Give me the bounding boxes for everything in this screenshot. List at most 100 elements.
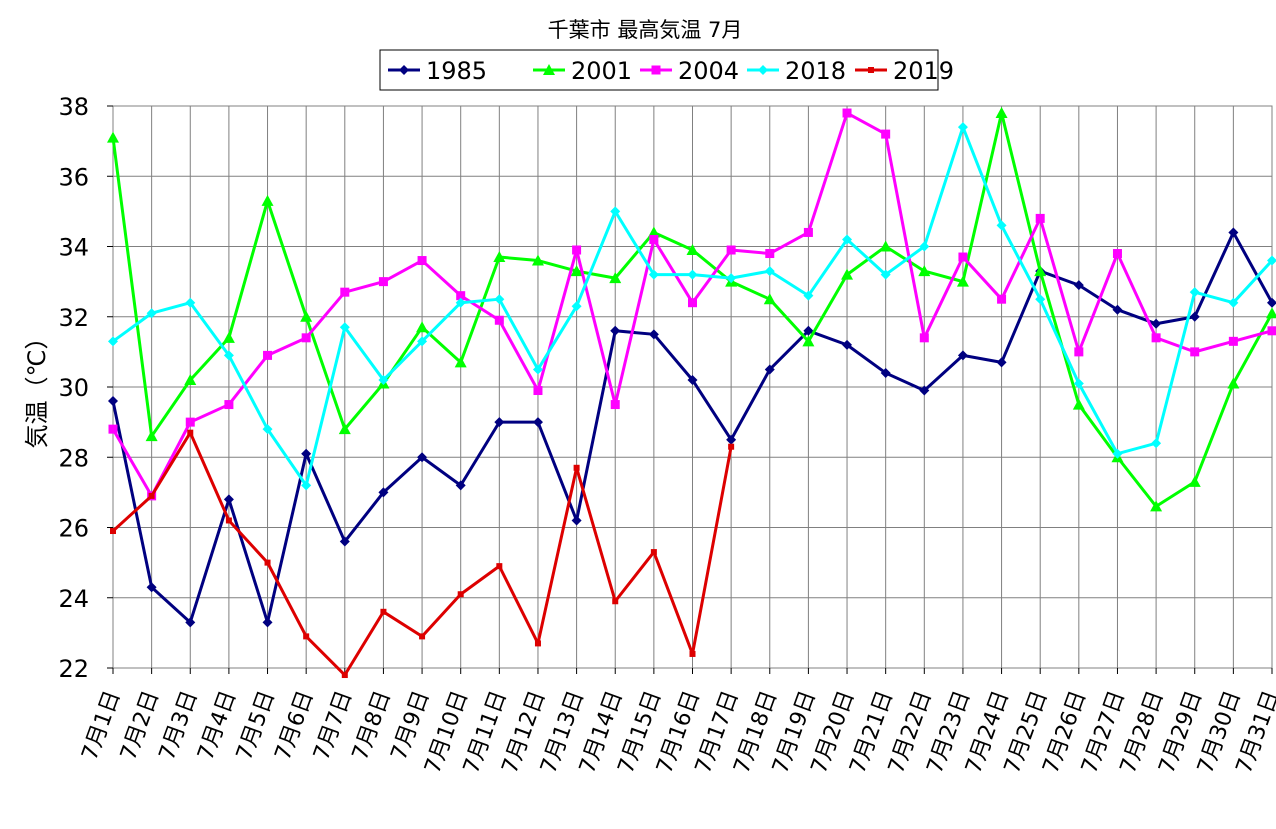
data-point-2019	[689, 650, 696, 657]
data-point-2001	[222, 331, 235, 343]
y-axis-ticks: 22 24 26 28 30 32 34 36 38	[58, 93, 113, 683]
data-point-2004	[649, 234, 659, 244]
y-tick-label: 34	[58, 234, 89, 262]
data-point-2018	[648, 269, 659, 280]
data-point-1985	[571, 515, 582, 526]
y-tick-label: 26	[58, 515, 89, 543]
legend-marker	[758, 65, 768, 75]
data-point-2018	[185, 297, 196, 308]
data-point-2019	[187, 429, 194, 436]
data-point-2004	[958, 252, 968, 262]
series-2004	[108, 108, 1276, 501]
data-point-2001	[1266, 307, 1276, 319]
y-tick-label: 38	[58, 93, 89, 121]
data-point-1985	[726, 434, 737, 445]
data-point-2019	[573, 464, 580, 471]
data-point-2004	[1035, 213, 1045, 223]
data-point-2018	[339, 322, 350, 333]
data-point-1985	[687, 374, 698, 385]
data-point-1985	[185, 617, 196, 628]
data-point-2018	[146, 308, 157, 319]
data-point-2001	[956, 275, 969, 287]
data-point-1985	[494, 417, 505, 428]
data-point-2018	[996, 220, 1007, 231]
y-axis-label: 気温（℃）	[23, 326, 51, 449]
legend-label: 2004	[678, 57, 739, 85]
data-point-1985	[223, 494, 234, 505]
data-point-1985	[957, 350, 968, 361]
data-point-2019	[264, 559, 271, 566]
data-point-2001	[995, 107, 1008, 119]
data-point-2004	[881, 129, 891, 139]
data-point-2019	[341, 672, 348, 679]
data-point-2004	[378, 277, 388, 287]
data-point-2004	[610, 400, 620, 410]
legend-item-2018: 2018	[747, 57, 846, 85]
data-point-2001	[647, 226, 660, 238]
data-point-1985	[262, 617, 273, 628]
data-point-2019	[419, 633, 426, 640]
data-point-2018	[1189, 287, 1200, 298]
data-point-2004	[765, 249, 775, 259]
legend-item-2019: 2019	[855, 57, 954, 85]
legend-marker	[399, 65, 409, 75]
data-point-2001	[261, 194, 274, 206]
data-point-2018	[726, 273, 737, 284]
data-point-1985	[1151, 318, 1162, 329]
data-point-1985	[455, 480, 466, 491]
data-point-2001	[570, 265, 583, 277]
data-point-2004	[108, 424, 118, 434]
data-point-2018	[1035, 294, 1046, 305]
y-tick-label: 32	[58, 304, 89, 332]
data-point-2004	[842, 108, 852, 118]
data-point-2001	[879, 240, 892, 252]
data-point-2004	[726, 245, 736, 255]
data-point-2018	[842, 234, 853, 245]
data-point-2019	[225, 517, 232, 524]
data-point-2019	[457, 591, 464, 598]
legend-item-1985: 1985	[388, 57, 487, 85]
y-tick-label: 28	[58, 444, 89, 472]
data-point-1985	[301, 448, 312, 459]
data-point-1985	[108, 396, 118, 407]
y-tick-label: 24	[58, 585, 89, 613]
y-tick-label: 22	[58, 655, 89, 683]
legend-label: 1985	[426, 57, 487, 85]
data-point-2018	[803, 290, 814, 301]
legend-item-2004: 2004	[640, 57, 739, 85]
data-point-2001	[493, 251, 506, 263]
data-point-2018	[1228, 297, 1239, 308]
data-point-2019	[380, 608, 387, 615]
data-point-2001	[454, 356, 467, 368]
data-point-1985	[1267, 297, 1276, 308]
data-point-2004	[456, 291, 466, 301]
data-point-2019	[496, 563, 503, 570]
data-point-2004	[224, 400, 234, 410]
data-point-1985	[417, 452, 428, 463]
data-point-1985	[1073, 280, 1084, 291]
data-point-2001	[918, 265, 931, 277]
data-point-2004	[340, 287, 350, 297]
data-point-2004	[263, 350, 273, 360]
data-point-1985	[146, 582, 157, 593]
data-point-2019	[612, 598, 619, 605]
data-point-2001	[300, 310, 313, 322]
data-point-2004	[533, 386, 543, 396]
data-point-2004	[919, 333, 929, 343]
data-point-2004	[803, 227, 813, 237]
data-point-1985	[532, 417, 543, 428]
data-point-2004	[494, 315, 504, 325]
data-point-2018	[919, 241, 930, 252]
series-2019	[110, 429, 735, 679]
data-point-2019	[728, 443, 735, 450]
legend-marker	[868, 67, 874, 73]
data-point-2019	[148, 492, 155, 499]
data-point-2001	[416, 321, 429, 333]
data-point-1985	[1228, 227, 1239, 238]
data-point-2001	[184, 373, 197, 385]
data-point-2018	[455, 297, 466, 308]
data-point-1985	[339, 536, 350, 547]
data-point-1985	[1112, 304, 1123, 315]
data-point-2018	[1112, 448, 1123, 459]
